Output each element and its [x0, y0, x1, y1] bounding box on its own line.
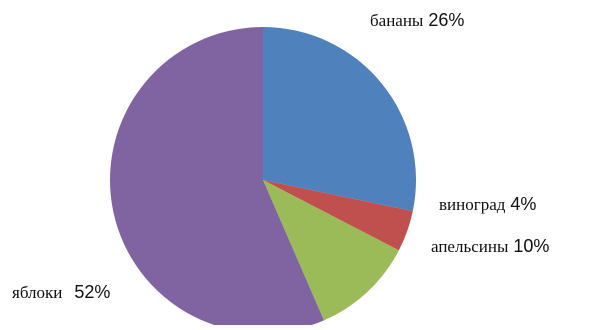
slice-percent-bananas: 26%: [428, 10, 465, 30]
slice-label-oranges: апельсины 10%: [431, 237, 549, 255]
pie-slice-apples: [110, 27, 324, 330]
slice-percent-oranges: 10%: [513, 236, 550, 256]
pie-slice-bananas: [263, 27, 416, 212]
slice-label-bananas: бананы 26%: [370, 11, 464, 29]
slice-name-oranges: апельсины: [431, 237, 509, 256]
pie-slice-grapes: [263, 180, 413, 251]
slice-percent-apples: 52%: [74, 282, 111, 302]
slice-label-apples: яблоки 52%: [12, 283, 110, 301]
slice-label-grapes: виноград 4%: [439, 195, 536, 213]
slice-percent-grapes: 4%: [510, 194, 537, 214]
slice-name-bananas: бананы: [370, 11, 424, 30]
slice-name-apples: яблоки: [12, 283, 63, 302]
pie-slice-oranges: [263, 180, 399, 321]
slice-name-grapes: виноград: [439, 195, 506, 214]
